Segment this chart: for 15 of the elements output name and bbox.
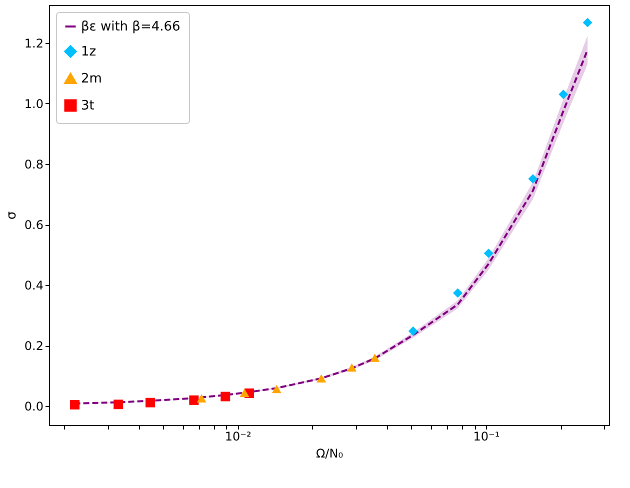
y-tick-label: 0.4	[24, 278, 44, 293]
legend-label: 2m	[81, 72, 102, 86]
x-axis-title: Ω/N₀	[316, 446, 344, 460]
x-tick-label: 10⁻¹	[473, 430, 500, 444]
x-tick-label: 10⁻²	[224, 430, 252, 444]
legend-label: 1z	[81, 44, 96, 60]
y-axis-title: σ	[4, 211, 20, 220]
y-tick-label: 1.0	[24, 96, 44, 111]
y-tick-label: 0.0	[24, 400, 44, 414]
y-tick-label: 0.6	[24, 218, 44, 232]
legend-label: 3t	[81, 98, 94, 114]
legend-label: βε with β=4.66	[81, 20, 180, 34]
y-tick-label: 0.8	[24, 157, 44, 172]
y-tick-label: 0.2	[24, 339, 44, 354]
y-tick-label: 1.2	[24, 36, 44, 50]
